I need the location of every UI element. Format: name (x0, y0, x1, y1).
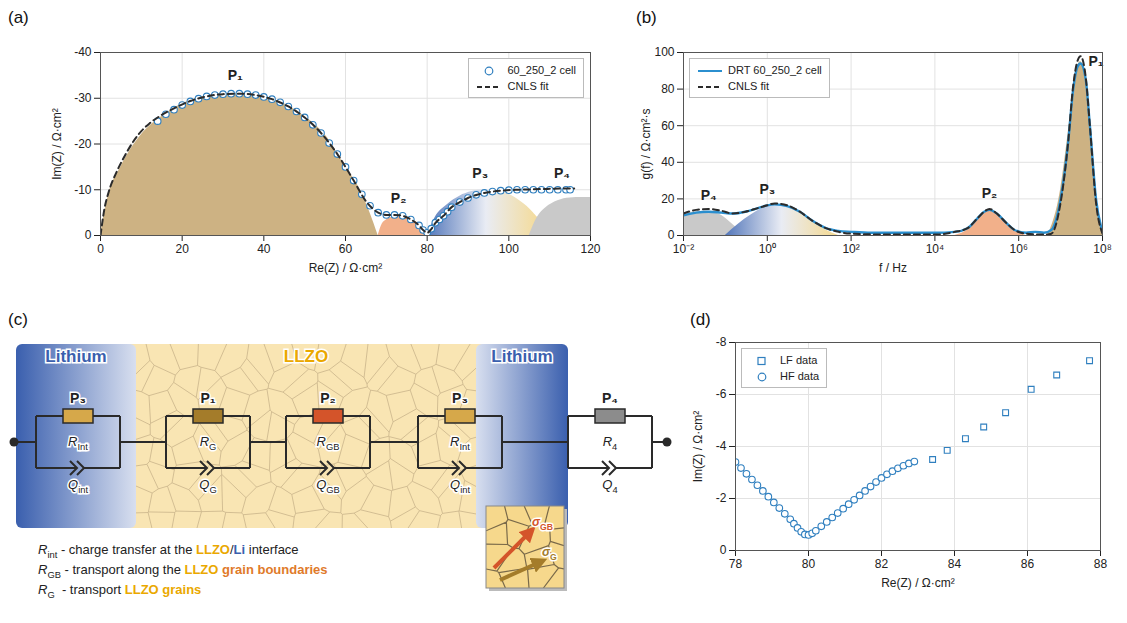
svg-text:P₂: P₂ (982, 185, 998, 201)
svg-text:RInt: RInt (450, 434, 470, 452)
svg-text:Qint: Qint (450, 477, 470, 495)
svg-text:-20: -20 (74, 137, 92, 151)
svg-text:40: 40 (661, 155, 675, 169)
svg-text:20: 20 (175, 242, 189, 256)
svg-text:80: 80 (420, 242, 434, 256)
svg-text:P₄: P₄ (554, 165, 570, 181)
svg-text:P₄: P₄ (602, 390, 618, 406)
html-text:60_250_2 cell: 60_250_2 cell (507, 64, 576, 76)
svg-text:RG: RG (200, 434, 217, 452)
html-text:(c): (c) (8, 310, 28, 329)
svg-text:100: 100 (499, 242, 519, 256)
svg-text:0: 0 (668, 228, 675, 242)
svg-text:-6: -6 (716, 387, 727, 401)
svg-text:-4: -4 (716, 439, 727, 453)
svg-text:Qint: Qint (68, 477, 88, 495)
svg-text:P₃: P₃ (70, 390, 86, 406)
svg-text:78: 78 (729, 557, 743, 571)
svg-text:10⁻²: 10⁻² (673, 242, 694, 256)
html-text:LF data: LF data (780, 354, 818, 366)
svg-text:P₁: P₁ (228, 67, 243, 83)
svg-text:86: 86 (1021, 557, 1035, 571)
svg-text:P₃: P₃ (759, 181, 775, 197)
svg-text:P₂: P₂ (320, 390, 336, 406)
html-text:CNLS fit: CNLS fit (507, 80, 549, 92)
svg-text:Re(Z) / Ω·cm²: Re(Z) / Ω·cm² (881, 576, 955, 590)
html-text:DRT 60_250_2 cell: DRT 60_250_2 cell (728, 64, 822, 76)
html-text:(d): (d) (690, 310, 711, 329)
svg-text:80: 80 (802, 557, 816, 571)
svg-text:LLZO: LLZO (284, 347, 328, 366)
svg-text:Q4: Q4 (602, 477, 617, 495)
svg-text:P₂: P₂ (391, 190, 407, 206)
svg-text:84: 84 (948, 557, 962, 571)
svg-text:60: 60 (339, 242, 353, 256)
svg-text:Im(Z) / Ω·cm²: Im(Z) / Ω·cm² (691, 411, 705, 483)
svg-text:-8: -8 (716, 335, 727, 349)
svg-text:0: 0 (97, 242, 104, 256)
svg-text:Lithium: Lithium (491, 347, 552, 366)
svg-text:RInt: RInt (68, 434, 88, 452)
svg-text:Im(Z) / Ω·cm²: Im(Z) / Ω·cm² (50, 108, 64, 180)
svg-text:88: 88 (1094, 557, 1108, 571)
svg-text:10⁸: 10⁸ (1093, 242, 1111, 256)
svg-text:-10: -10 (74, 183, 92, 197)
svg-text:0: 0 (720, 543, 727, 557)
svg-text:QG: QG (199, 477, 216, 495)
svg-text:σGB: σGB (532, 515, 553, 532)
svg-text:40: 40 (257, 242, 271, 256)
svg-text:20: 20 (661, 192, 675, 206)
svg-text:10⁰: 10⁰ (759, 242, 776, 256)
svg-text:P₁: P₁ (1088, 53, 1103, 69)
svg-text:QGB: QGB (316, 477, 340, 495)
svg-text:σG: σG (542, 545, 557, 562)
svg-text:80: 80 (661, 82, 675, 96)
svg-text:Lithium: Lithium (45, 347, 106, 366)
svg-text:Rint - charge transfer at the: Rint - charge transfer at the LLZO/Li in… (38, 542, 299, 560)
svg-text:RGB - transport along the LLZO: RGB - transport along the LLZO grain bou… (38, 562, 328, 580)
svg-text:-30: -30 (74, 91, 92, 105)
svg-text:P₁: P₁ (200, 390, 215, 406)
svg-text:R4: R4 (603, 434, 618, 452)
svg-text:10⁴: 10⁴ (926, 242, 945, 256)
html-text:HF data: HF data (780, 370, 820, 382)
svg-text:10⁶: 10⁶ (1010, 242, 1028, 256)
svg-text:10²: 10² (842, 242, 859, 256)
svg-text:0: 0 (85, 228, 92, 242)
html-text:(a): (a) (8, 8, 29, 27)
svg-text:120: 120 (580, 242, 600, 256)
html-text:CNLS fit: CNLS fit (728, 80, 769, 92)
svg-text:Re(Z) / Ω·cm²: Re(Z) / Ω·cm² (309, 261, 383, 275)
svg-text:f / Hz: f / Hz (879, 261, 907, 275)
svg-text:100: 100 (654, 45, 674, 59)
svg-text:P₄: P₄ (701, 187, 717, 203)
svg-text:RG - transport LLZO grains: RG - transport LLZO grains (38, 582, 201, 600)
svg-text:P₃: P₃ (452, 390, 468, 406)
svg-text:g(f) / Ω·cm²·s: g(f) / Ω·cm²·s (639, 109, 653, 180)
svg-text:RGB: RGB (317, 434, 340, 452)
svg-text:82: 82 (875, 557, 889, 571)
svg-text:60: 60 (661, 119, 675, 133)
svg-text:-2: -2 (716, 491, 727, 505)
svg-text:-40: -40 (74, 45, 92, 59)
svg-text:P₃: P₃ (472, 165, 488, 181)
html-text:(b): (b) (636, 8, 657, 27)
